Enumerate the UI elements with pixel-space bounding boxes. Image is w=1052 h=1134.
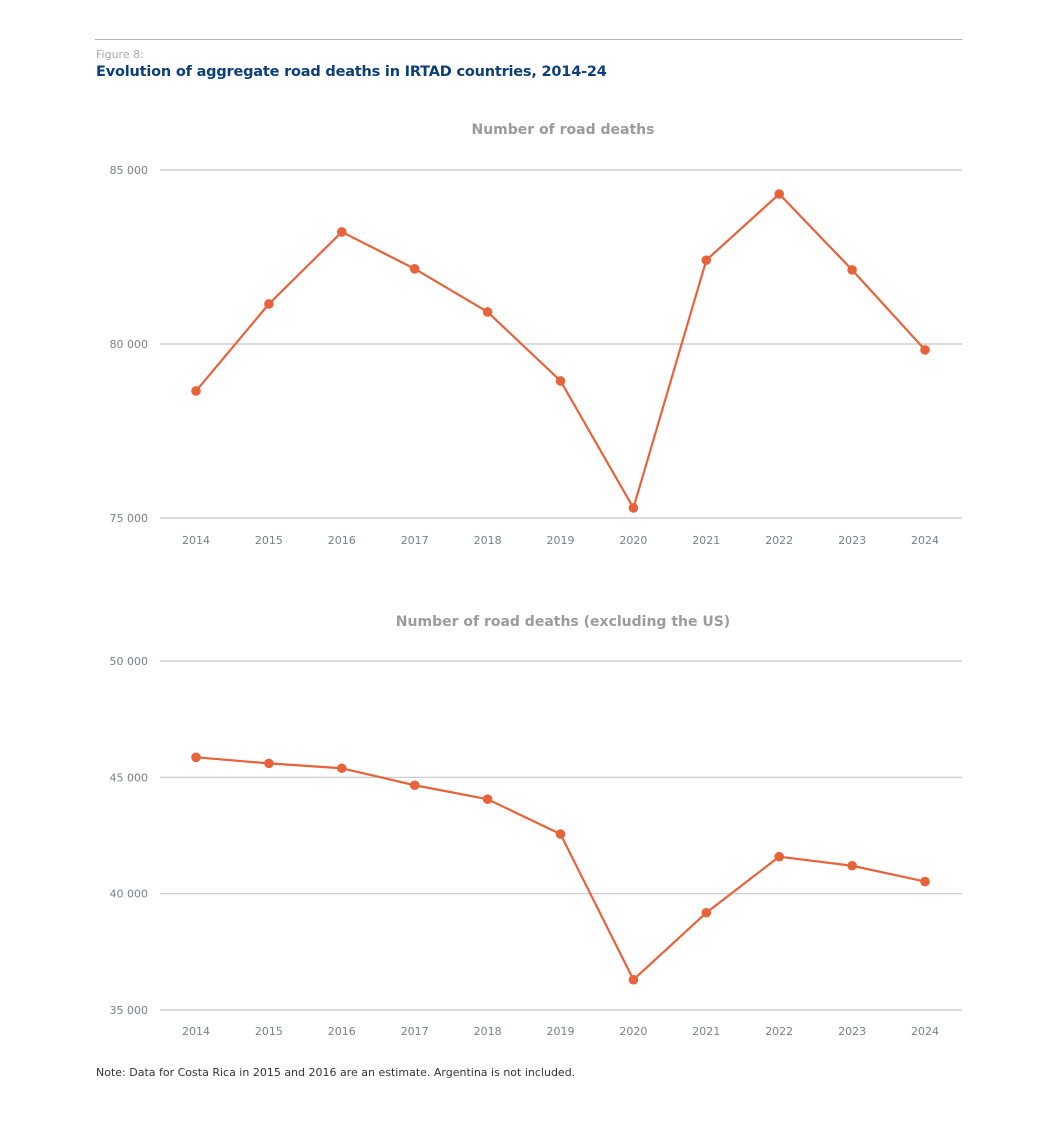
x-tick-label: 2021 xyxy=(692,1025,720,1038)
x-tick-label: 2024 xyxy=(911,534,939,547)
data-point-2021 xyxy=(701,907,712,918)
data-point-2017 xyxy=(409,780,420,791)
data-point-2019 xyxy=(555,829,566,839)
series-line xyxy=(195,192,926,510)
data-point-2024 xyxy=(920,876,930,887)
chart-title: Number of road deaths xyxy=(472,122,655,138)
data-point-2021 xyxy=(701,255,712,265)
x-tick-label: 2018 xyxy=(474,1025,502,1038)
data-point-2023 xyxy=(847,265,857,275)
data-point-2015 xyxy=(264,299,274,309)
data-point-2014 xyxy=(191,752,201,763)
x-tick-label: 2020 xyxy=(619,1025,647,1038)
data-point-2020 xyxy=(628,503,639,513)
x-tick-label: 2024 xyxy=(911,1025,939,1038)
y-tick-label: 85 000 xyxy=(110,164,149,177)
y-tick-label: 75 000 xyxy=(110,512,149,525)
data-point-2017 xyxy=(409,264,420,274)
x-tick-label: 2015 xyxy=(255,534,283,547)
data-point-2015 xyxy=(264,758,274,769)
data-point-2018 xyxy=(482,794,493,805)
x-tick-label: 2021 xyxy=(692,534,720,547)
x-tick-label: 2023 xyxy=(838,534,866,547)
data-point-2023 xyxy=(847,860,857,871)
data-point-2024 xyxy=(920,345,930,355)
data-point-2016 xyxy=(337,763,347,774)
figure-note: Note: Data for Costa Rica in 2015 and 20… xyxy=(96,1066,576,1079)
series-line xyxy=(195,756,926,981)
y-tick-label: 45 000 xyxy=(110,771,149,784)
x-tick-label: 2023 xyxy=(838,1025,866,1038)
x-tick-label: 2020 xyxy=(619,534,647,547)
x-tick-label: 2019 xyxy=(547,1025,575,1038)
data-point-2016 xyxy=(337,227,347,237)
x-tick-label: 2017 xyxy=(401,1025,429,1038)
x-tick-label: 2017 xyxy=(401,534,429,547)
figure-label: Figure 8: xyxy=(96,48,144,61)
x-tick-label: 2018 xyxy=(474,534,502,547)
data-point-2022 xyxy=(774,851,784,862)
data-point-2022 xyxy=(774,189,784,199)
y-tick-label: 40 000 xyxy=(110,888,149,901)
y-tick-label: 50 000 xyxy=(110,655,149,668)
x-tick-label: 2016 xyxy=(328,1025,356,1038)
data-point-2014 xyxy=(191,386,201,396)
chart-title: Number of road deaths (excluding the US) xyxy=(396,614,730,630)
x-tick-label: 2015 xyxy=(255,1025,283,1038)
data-point-2020 xyxy=(628,974,639,985)
x-tick-label: 2016 xyxy=(328,534,356,547)
y-tick-label: 80 000 xyxy=(110,338,149,351)
top-divider xyxy=(95,39,962,40)
x-tick-label: 2022 xyxy=(765,534,793,547)
y-tick-label: 35 000 xyxy=(110,1004,149,1017)
x-tick-label: 2014 xyxy=(182,1025,210,1038)
x-tick-label: 2014 xyxy=(182,534,210,547)
figure-title: Evolution of aggregate road deaths in IR… xyxy=(96,64,607,80)
x-tick-label: 2022 xyxy=(765,1025,793,1038)
data-point-2018 xyxy=(482,307,493,317)
x-tick-label: 2019 xyxy=(547,534,575,547)
data-point-2019 xyxy=(555,376,566,386)
